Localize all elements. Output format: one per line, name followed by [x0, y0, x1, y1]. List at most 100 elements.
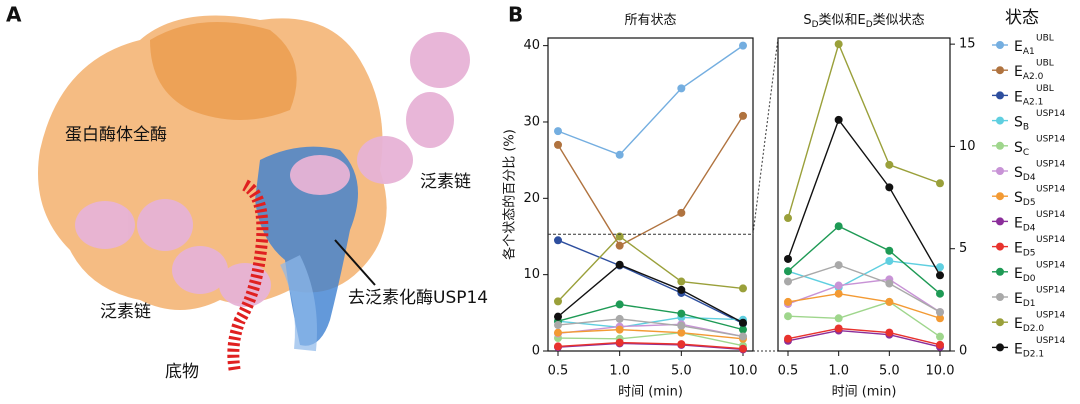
legend-label: SC [1014, 140, 1029, 158]
data-point [615, 314, 624, 323]
data-point [677, 321, 686, 330]
legend-sub: D5 [1023, 248, 1036, 258]
data-point [885, 297, 894, 306]
data-point [834, 289, 843, 298]
image-label: 蛋白酶体全酶 [65, 125, 167, 145]
data-point [834, 115, 843, 124]
data-point [554, 328, 562, 337]
data-point [936, 332, 944, 341]
legend-sub: D2.0 [1023, 324, 1045, 334]
legend-label: SD4 [1014, 165, 1036, 183]
legend-sup: USP14 [1036, 210, 1065, 220]
legend-marker [996, 217, 1004, 226]
legend-base: E [1014, 266, 1023, 282]
data-point [784, 312, 792, 321]
data-point [615, 338, 624, 347]
series-line [787, 301, 941, 338]
y-tick-label: 15 [959, 37, 976, 52]
legend-sub: D2.1 [1023, 349, 1044, 359]
legend-sub: C [1023, 147, 1029, 157]
legend-label: EA2.0 [1014, 64, 1044, 82]
legend-sup: USP14 [1036, 134, 1065, 144]
data-point [554, 312, 562, 321]
y-tick-label: 40 [523, 38, 540, 53]
data-point [615, 232, 624, 241]
data-point [554, 127, 562, 136]
title-part: S [803, 13, 811, 28]
data-point [834, 261, 843, 270]
title-part: D [866, 20, 873, 30]
legend-marker [996, 267, 1004, 276]
y-tick-label: 20 [523, 191, 540, 206]
zoom-guide [752, 37, 779, 235]
legend-label: ED2.1 [1014, 341, 1044, 359]
image-label: 底物 [165, 362, 199, 382]
legend-sub: A1 [1023, 47, 1035, 57]
series-line [557, 328, 744, 340]
series-line [557, 331, 744, 347]
series-line [557, 263, 744, 324]
title-part: 类似和E [819, 13, 866, 28]
data-point [739, 284, 747, 293]
data-point [784, 254, 792, 263]
series-line [787, 264, 941, 313]
legend-label: EA2.1 [1014, 89, 1043, 107]
data-point [677, 84, 686, 93]
series-line [787, 225, 941, 295]
legend-sup: USP14 [1036, 185, 1065, 195]
legend-base: E [1014, 89, 1023, 105]
series-line [557, 115, 744, 247]
x-tick-label: 0.5 [778, 364, 799, 379]
y-tick-label: 0 [959, 344, 967, 359]
legend-marker [996, 343, 1004, 352]
title-part: 类似状态 [873, 13, 925, 28]
data-point [834, 40, 843, 49]
data-point [784, 267, 792, 276]
data-point [739, 332, 747, 341]
data-point [885, 183, 894, 192]
data-point [936, 340, 944, 349]
series-line [557, 318, 744, 338]
image-label: 泛素链 [100, 302, 151, 322]
data-point [677, 328, 686, 337]
x-tick-label: 5.0 [879, 364, 900, 379]
chart-title: 所有状态 [624, 13, 676, 28]
panel-label: B [508, 3, 523, 27]
legend-title: 状态 [1005, 8, 1039, 28]
legend-base: E [1014, 39, 1023, 55]
data-point [936, 289, 944, 298]
legend-label: SD5 [1014, 190, 1036, 208]
legend-sup: UBL [1036, 34, 1054, 44]
data-point [615, 325, 624, 334]
legend-marker [996, 167, 1004, 175]
series-line [787, 329, 941, 348]
legend-sub: D0 [1023, 273, 1036, 283]
usp14-shape [255, 146, 358, 346]
data-point [936, 271, 944, 280]
data-point [885, 279, 894, 288]
title-part: D [812, 20, 819, 30]
data-point [936, 179, 944, 188]
legend-marker [996, 192, 1004, 201]
y-tick-label: 5 [959, 241, 967, 256]
legend-marker [996, 293, 1004, 301]
title-part: 所有状态 [624, 13, 676, 28]
image-label: 去泛素化酶USP14 [348, 288, 488, 308]
plot-frame [547, 37, 754, 352]
data-point [677, 277, 686, 286]
legend-marker [996, 318, 1004, 327]
data-point [834, 281, 843, 290]
data-point [677, 285, 686, 294]
legend-sup: USP14 [1036, 235, 1065, 245]
data-point [936, 308, 944, 317]
data-point [554, 342, 562, 351]
data-point [677, 340, 686, 349]
data-point [784, 277, 792, 286]
y-tick-label: 10 [523, 267, 540, 282]
series-line [557, 323, 744, 338]
data-point [834, 314, 843, 323]
legend-sup: USP14 [1036, 311, 1065, 321]
series-line [557, 303, 744, 331]
x-tick-label: 10.0 [729, 364, 758, 379]
